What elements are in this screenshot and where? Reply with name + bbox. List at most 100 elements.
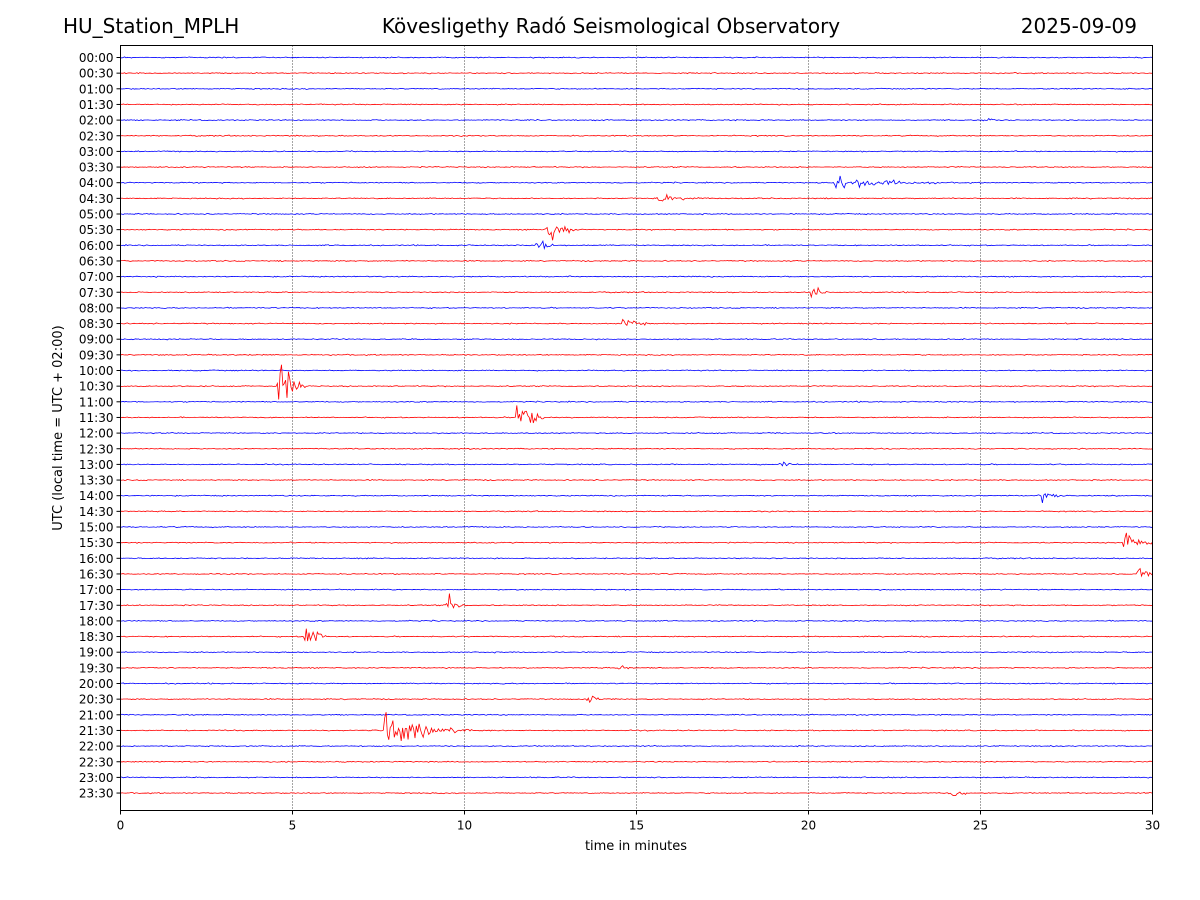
x-axis-ticks: 0 5 10 15 20 25 30 xyxy=(117,810,1160,833)
x-tick-label: 5 xyxy=(289,819,297,833)
trace-2200 xyxy=(120,744,1153,748)
y-tick-label: 19:30 xyxy=(79,661,114,675)
y-axis-label: UTC (local time = UTC + 02:00) xyxy=(51,325,66,530)
trace-0230 xyxy=(120,134,1153,137)
y-tick-label: 12:30 xyxy=(79,442,114,456)
x-tick-label: 25 xyxy=(973,819,988,833)
y-tick-label: 02:30 xyxy=(79,129,114,143)
trace-1300 xyxy=(120,461,1153,467)
y-tick-label: 20:00 xyxy=(79,677,114,691)
y-tick-label: 03:30 xyxy=(79,161,114,175)
y-tick-label: 17:00 xyxy=(79,583,114,597)
trace-0600 xyxy=(120,240,1153,251)
trace-1200 xyxy=(120,432,1153,435)
grid-lines xyxy=(292,45,981,811)
x-tick-label: 0 xyxy=(117,819,125,833)
seismic-traces xyxy=(120,56,1153,797)
y-tick-label: 00:00 xyxy=(79,51,114,65)
trace-2100 xyxy=(120,713,1153,716)
trace-0300 xyxy=(120,150,1153,153)
trace-1830 xyxy=(120,628,1153,642)
trace-1230 xyxy=(120,447,1153,450)
y-tick-label: 14:30 xyxy=(79,505,114,519)
trace-0500 xyxy=(120,212,1153,216)
y-tick-label: 06:30 xyxy=(79,254,114,268)
y-tick-label: 04:30 xyxy=(79,192,114,206)
trace-2130 xyxy=(120,712,1153,741)
y-tick-label: 04:00 xyxy=(79,176,114,190)
y-tick-label: 11:00 xyxy=(79,395,114,409)
y-tick-label: 10:00 xyxy=(79,364,114,378)
y-tick-label: 16:00 xyxy=(79,552,114,566)
trace-1430 xyxy=(120,510,1153,513)
trace-1100 xyxy=(120,400,1153,403)
x-tick-label: 30 xyxy=(1145,819,1160,833)
y-tick-label: 15:00 xyxy=(79,521,114,535)
y-tick-label: 23:30 xyxy=(79,787,114,801)
chart-title: Kövesligethy Radó Seismological Observat… xyxy=(381,14,841,38)
y-tick-label: 07:00 xyxy=(79,270,114,284)
trace-2300 xyxy=(120,776,1153,779)
trace-0700 xyxy=(120,275,1153,278)
y-tick-label: 01:00 xyxy=(79,82,114,96)
trace-1000 xyxy=(120,369,1153,372)
trace-0200 xyxy=(120,117,1153,122)
trace-1900 xyxy=(120,651,1153,654)
station-name: HU_Station_MPLH xyxy=(63,14,240,38)
trace-0330 xyxy=(120,166,1153,169)
trace-0430 xyxy=(120,193,1153,202)
chart-date: 2025-09-09 xyxy=(1020,14,1137,38)
trace-0030 xyxy=(120,71,1153,75)
y-tick-label: 03:00 xyxy=(79,145,114,159)
y-tick-label: 12:00 xyxy=(79,427,114,441)
trace-0930 xyxy=(120,353,1153,357)
x-axis-label: time in minutes xyxy=(585,839,687,854)
x-tick-label: 10 xyxy=(457,819,472,833)
trace-0630 xyxy=(120,259,1153,263)
y-tick-label: 22:30 xyxy=(79,755,114,769)
y-tick-label: 17:30 xyxy=(79,599,114,613)
y-tick-label: 13:00 xyxy=(79,458,114,472)
y-tick-label: 21:30 xyxy=(79,724,114,738)
trace-0830 xyxy=(120,318,1153,327)
y-tick-label: 08:30 xyxy=(79,317,114,331)
y-tick-label: 08:00 xyxy=(79,301,114,315)
x-tick-label: 20 xyxy=(801,819,816,833)
y-tick-label: 19:00 xyxy=(79,646,114,660)
trace-0730 xyxy=(120,286,1153,299)
trace-2230 xyxy=(120,760,1153,763)
y-tick-label: 18:30 xyxy=(79,630,114,644)
y-tick-label: 16:30 xyxy=(79,567,114,581)
trace-2030 xyxy=(120,695,1153,704)
trace-1600 xyxy=(120,557,1153,560)
y-tick-label: 14:00 xyxy=(79,489,114,503)
trace-0530 xyxy=(120,225,1153,241)
trace-1530 xyxy=(120,532,1153,547)
y-tick-label: 20:30 xyxy=(79,693,114,707)
y-tick-label: 09:30 xyxy=(79,348,114,362)
y-tick-label: 11:30 xyxy=(79,411,114,425)
x-tick-label: 15 xyxy=(629,819,644,833)
trace-1030 xyxy=(120,364,1153,400)
trace-2330 xyxy=(120,791,1153,797)
trace-2000 xyxy=(120,682,1153,685)
trace-1930 xyxy=(120,665,1153,670)
trace-1800 xyxy=(120,619,1153,623)
trace-0130 xyxy=(120,103,1153,106)
y-tick-label: 15:30 xyxy=(79,536,114,550)
y-tick-label: 23:00 xyxy=(79,771,114,785)
y-tick-label: 21:00 xyxy=(79,708,114,722)
trace-1730 xyxy=(120,593,1153,609)
y-tick-label: 07:30 xyxy=(79,286,114,300)
trace-1330 xyxy=(120,478,1153,482)
y-tick-label: 22:00 xyxy=(79,740,114,754)
trace-1130 xyxy=(120,405,1153,424)
y-tick-label: 01:30 xyxy=(79,98,114,112)
y-tick-label: 05:30 xyxy=(79,223,114,237)
y-tick-label: 05:00 xyxy=(79,208,114,222)
y-tick-label: 13:30 xyxy=(79,474,114,488)
y-tick-label: 06:00 xyxy=(79,239,114,253)
trace-1500 xyxy=(120,525,1153,529)
